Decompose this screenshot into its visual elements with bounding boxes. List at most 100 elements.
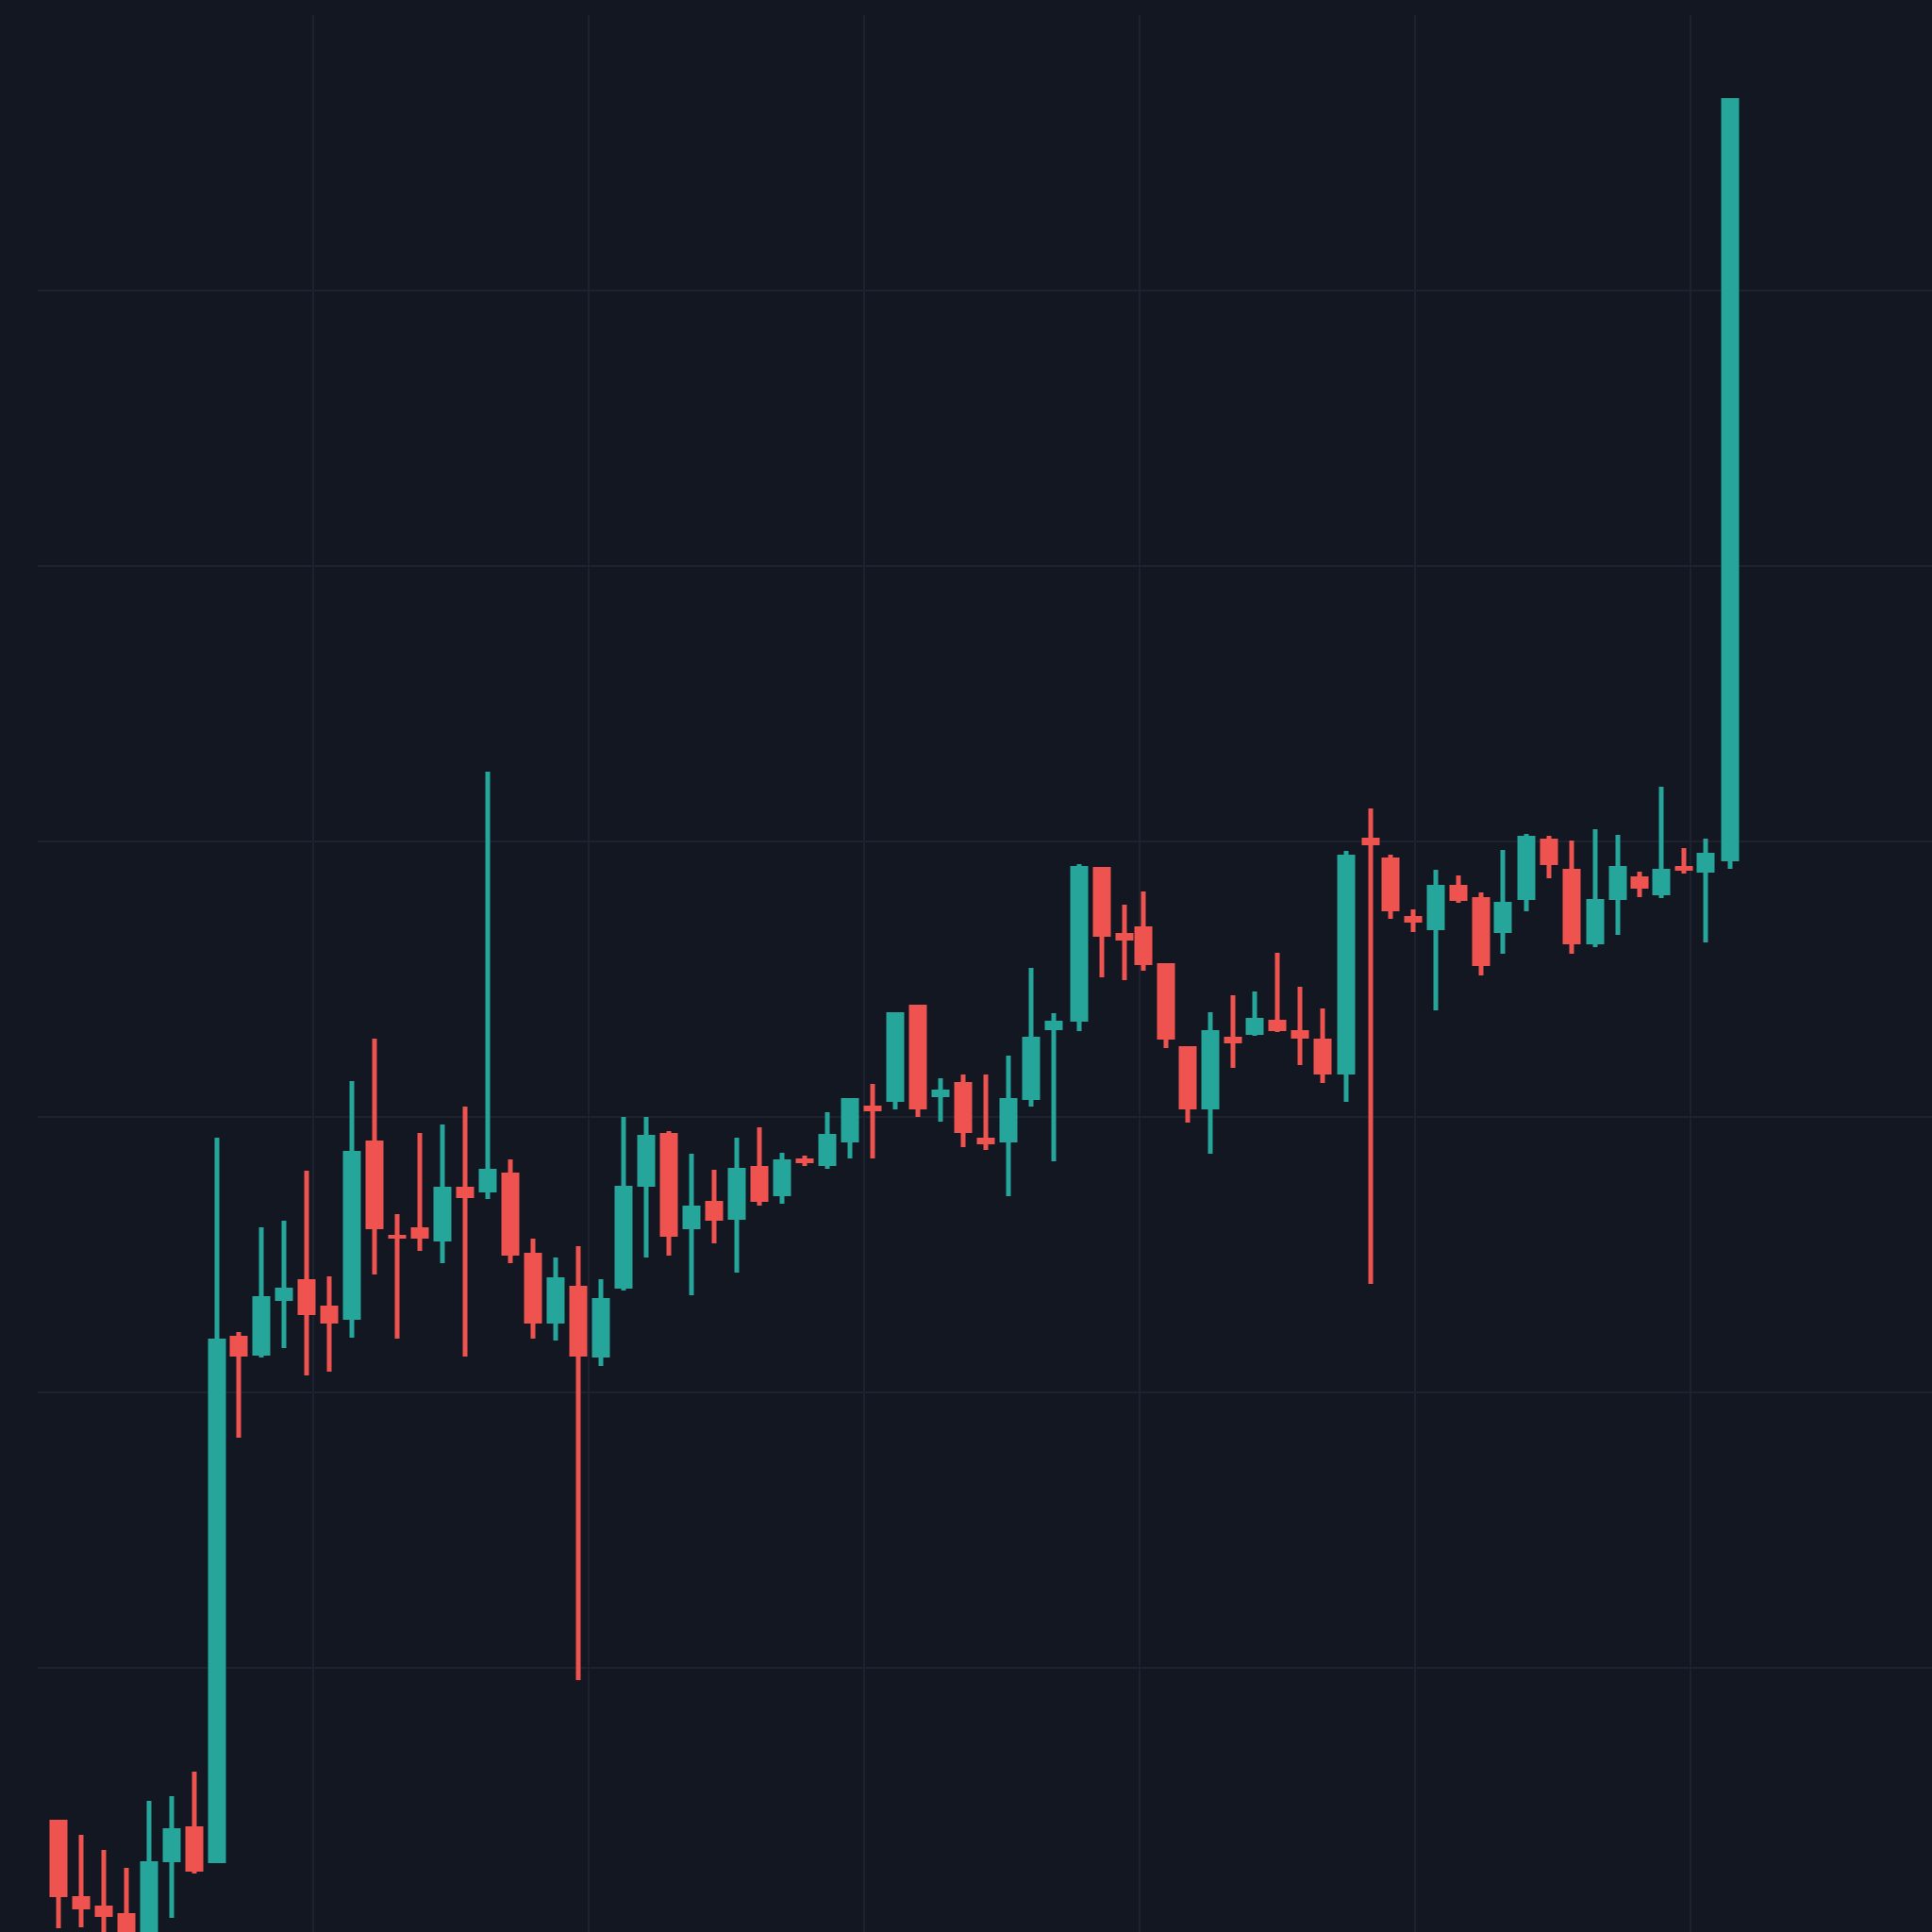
candle-wick <box>1297 987 1303 1065</box>
candle-body <box>1115 933 1134 941</box>
candle-58 <box>1361 808 1380 1284</box>
candle-4 <box>140 1801 158 1932</box>
candle-49 <box>1157 963 1175 1048</box>
candle-35 <box>841 1098 859 1158</box>
candle-14 <box>365 1039 384 1274</box>
candle-57 <box>1337 851 1356 1102</box>
candle-body <box>1361 838 1380 845</box>
candle-26 <box>637 1117 656 1257</box>
candle-0 <box>49 1820 68 1928</box>
candle-body <box>886 1012 905 1102</box>
candle-body <box>569 1286 588 1357</box>
candle-body <box>162 1828 181 1862</box>
candle-50 <box>1178 1046 1197 1123</box>
candle-6 <box>185 1772 204 1874</box>
candle-wick <box>938 1078 943 1122</box>
candle-wick <box>1592 829 1598 947</box>
candle-body <box>94 1906 113 1917</box>
candle-47 <box>1115 905 1134 980</box>
candle-63 <box>1472 892 1491 975</box>
candle-body <box>524 1253 542 1324</box>
candle-34 <box>818 1112 837 1169</box>
candle-wick <box>1274 953 1280 1032</box>
candle-body <box>456 1187 475 1198</box>
candle-wick <box>462 1107 468 1357</box>
candle-32 <box>773 1153 791 1204</box>
candle-70 <box>1630 872 1649 897</box>
candle-body <box>1245 1018 1264 1035</box>
candlestick-chart[interactable] <box>38 15 1932 1932</box>
candle-body <box>1134 926 1153 965</box>
candle-60 <box>1404 909 1423 932</box>
candle-body <box>1092 867 1111 937</box>
candle-series <box>49 98 1740 1932</box>
candle-wick <box>485 772 491 1199</box>
candle-61 <box>1426 870 1445 1010</box>
candle-24 <box>591 1279 610 1366</box>
candle-41 <box>976 1074 995 1150</box>
candle-59 <box>1381 855 1400 919</box>
candle-wick <box>258 1227 264 1357</box>
candle-body <box>795 1158 814 1163</box>
candle-body <box>1381 858 1400 911</box>
candle-body <box>117 1913 136 1932</box>
candle-body <box>1472 897 1491 966</box>
candle-48 <box>1134 891 1153 971</box>
candle-65 <box>1517 834 1536 911</box>
candle-body <box>229 1336 248 1357</box>
candle-body <box>1586 899 1605 944</box>
candle-body <box>1449 885 1468 901</box>
candle-wick <box>1433 870 1439 1010</box>
candle-body <box>140 1861 158 1932</box>
candle-body <box>1674 866 1693 871</box>
candle-wick <box>417 1133 423 1251</box>
candle-51 <box>1201 1012 1220 1154</box>
candle-body <box>1070 866 1089 1022</box>
candle-52 <box>1224 995 1242 1068</box>
candle-body <box>705 1201 724 1221</box>
candle-body <box>546 1277 565 1324</box>
candle-9 <box>252 1227 271 1357</box>
candle-body <box>365 1141 384 1229</box>
chart-canvas[interactable] <box>38 15 1932 1932</box>
candle-body <box>275 1288 293 1301</box>
candle-body <box>1337 855 1356 1074</box>
candle-body <box>72 1896 91 1909</box>
candle-wick <box>1703 839 1708 942</box>
candle-body <box>659 1133 678 1237</box>
candle-3 <box>117 1868 136 1932</box>
candle-23 <box>569 1246 588 1680</box>
candle-21 <box>524 1239 542 1339</box>
candle-53 <box>1245 991 1264 1036</box>
candle-wick <box>101 1850 107 1932</box>
candle-body <box>185 1826 204 1872</box>
candle-body <box>501 1173 520 1256</box>
candle-body <box>342 1151 361 1320</box>
candle-15 <box>388 1214 407 1339</box>
candle-body <box>841 1098 859 1142</box>
candle-body <box>1426 885 1445 930</box>
candle-body <box>1630 876 1649 889</box>
candle-wick <box>1681 848 1687 874</box>
candle-5 <box>162 1796 181 1918</box>
candle-62 <box>1449 875 1468 903</box>
candle-43 <box>1022 968 1041 1107</box>
candle-body <box>999 1098 1018 1142</box>
candle-28 <box>682 1154 701 1295</box>
candle-wick <box>394 1214 400 1339</box>
candle-wick <box>304 1171 309 1375</box>
candle-17 <box>433 1124 452 1263</box>
candle-body <box>750 1166 769 1202</box>
candle-body <box>1562 869 1581 944</box>
candle-wick <box>1658 787 1664 898</box>
candle-39 <box>931 1078 950 1122</box>
candle-wick <box>1252 991 1257 1036</box>
candle-55 <box>1291 987 1309 1065</box>
candle-body <box>1268 1020 1287 1031</box>
candle-wick <box>326 1276 332 1372</box>
candle-54 <box>1268 953 1287 1032</box>
candle-16 <box>410 1133 429 1251</box>
candle-body <box>1157 963 1175 1040</box>
candle-45 <box>1070 864 1089 1031</box>
candle-body <box>1201 1030 1220 1109</box>
